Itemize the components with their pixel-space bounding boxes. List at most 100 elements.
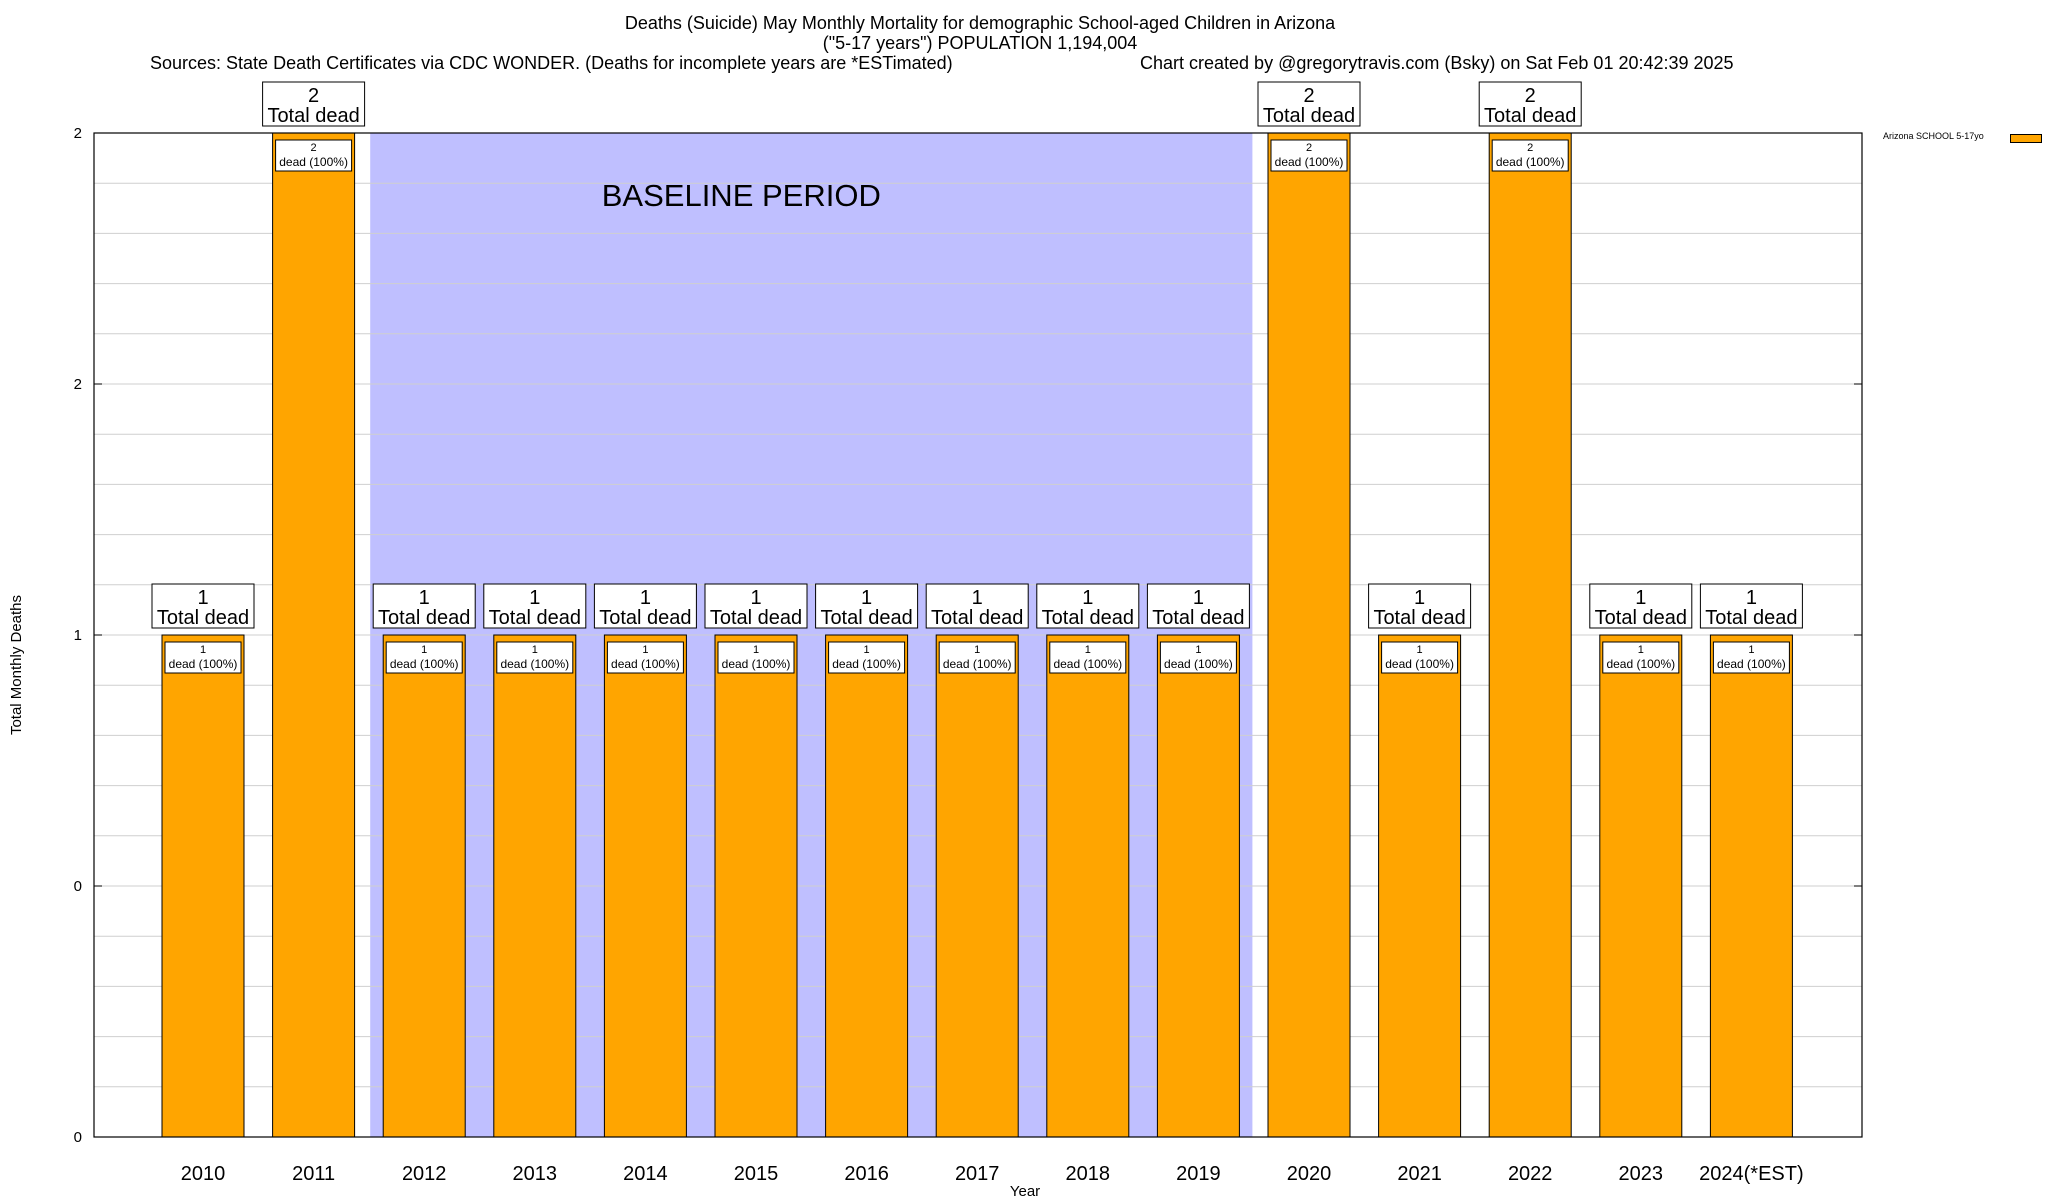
segment-label-count: 1 — [532, 644, 538, 656]
segment-label-count: 1 — [1417, 644, 1423, 656]
total-label-text: Total dead — [1595, 607, 1687, 629]
total-label-count: 1 — [1082, 587, 1093, 609]
segment-label-box — [1049, 641, 1127, 674]
bar — [1046, 634, 1130, 1138]
total-label-box — [1478, 81, 1582, 127]
segment-label-box — [1270, 139, 1348, 172]
total-label-box — [1589, 583, 1693, 629]
total-label-text: Total dead — [378, 607, 470, 629]
legend-entry-label: Arizona SCHOOL 5-17yo — [1883, 131, 1984, 141]
segment-label-text: dead (100%) — [1717, 657, 1786, 671]
segment-label-box — [1491, 139, 1569, 172]
segment-label-text: dead (100%) — [279, 155, 348, 169]
segment-label-count: 1 — [1748, 644, 1754, 656]
total-label-text: Total dead — [489, 607, 581, 629]
segment-label-count: 1 — [421, 644, 427, 656]
total-label-box — [704, 583, 808, 629]
x-axis-label: Year — [1009, 1183, 1041, 1200]
segment-label-count: 1 — [1085, 644, 1091, 656]
bar — [1267, 132, 1351, 1138]
chart-title-line1: Deaths (Suicide) May Monthly Mortality f… — [624, 13, 1336, 33]
total-label-box — [593, 583, 697, 629]
bar — [272, 132, 356, 1138]
chart-title-line2: ("5-17 years") POPULATION 1,194,004 — [822, 33, 1138, 53]
total-label-text: Total dead — [1705, 607, 1797, 629]
total-label-count: 1 — [640, 587, 651, 609]
segment-label-count: 2 — [311, 142, 317, 154]
y-tick-label: 0 — [74, 1129, 82, 1146]
total-label-text: Total dead — [1263, 105, 1355, 127]
total-label-count: 1 — [529, 587, 540, 609]
total-label-box — [815, 583, 919, 629]
total-label-box — [1368, 583, 1472, 629]
total-label-count: 1 — [1193, 587, 1204, 609]
total-label-box — [372, 583, 476, 629]
segment-label-text: dead (100%) — [1385, 657, 1454, 671]
total-label-count: 1 — [197, 587, 208, 609]
x-tick-label: 2024(*EST) — [1699, 1163, 1804, 1185]
segment-label-box — [164, 641, 242, 674]
total-label-count: 1 — [750, 587, 761, 609]
x-tick-label: 2018 — [1066, 1163, 1111, 1185]
segment-label-text: dead (100%) — [169, 657, 238, 671]
total-label-text: Total dead — [1042, 607, 1134, 629]
total-label-text: Total dead — [931, 607, 1023, 629]
total-label-count: 1 — [1746, 587, 1757, 609]
bar — [825, 634, 909, 1138]
segment-label-text: dead (100%) — [722, 657, 791, 671]
bar — [1156, 634, 1240, 1138]
y-tick-label: 2 — [74, 376, 82, 393]
total-label-box — [1699, 583, 1803, 629]
segment-label-text: dead (100%) — [1606, 657, 1675, 671]
x-tick-label: 2019 — [1176, 1163, 1221, 1185]
segment-label-text: dead (100%) — [1275, 155, 1344, 169]
total-label-count: 1 — [1414, 587, 1425, 609]
total-label-count: 1 — [419, 587, 430, 609]
segment-label-count: 2 — [1527, 142, 1533, 154]
segment-label-text: dead (100%) — [500, 657, 569, 671]
total-label-box — [1036, 583, 1140, 629]
segment-label-box — [275, 139, 353, 172]
x-tick-label: 2023 — [1619, 1163, 1664, 1185]
bar — [935, 634, 1019, 1138]
plot-frame — [93, 132, 1863, 1138]
segment-label-count: 1 — [1638, 644, 1644, 656]
legend-swatch — [2010, 134, 2042, 143]
total-label-box — [262, 81, 366, 127]
chart-credit: Chart created by @gregorytravis.com (Bsk… — [1140, 53, 1734, 73]
total-label-text: Total dead — [599, 607, 691, 629]
total-label-count: 2 — [308, 85, 319, 107]
x-tick-label: 2013 — [513, 1163, 558, 1185]
x-tick-label: 2010 — [181, 1163, 226, 1185]
x-tick-label: 2011 — [292, 1163, 335, 1185]
segment-label-count: 1 — [642, 644, 648, 656]
y-tick-label: 0 — [74, 878, 82, 895]
total-label-count: 1 — [1635, 587, 1646, 609]
x-tick-label: 2017 — [955, 1163, 1000, 1185]
x-tick-label: 2021 — [1397, 1163, 1442, 1185]
total-label-count: 2 — [1303, 85, 1314, 107]
x-tick-label: 2016 — [844, 1163, 889, 1185]
segment-label-box — [1602, 641, 1680, 674]
total-label-text: Total dead — [710, 607, 802, 629]
x-tick-label: 2022 — [1508, 1163, 1553, 1185]
bar — [1488, 132, 1572, 1138]
baseline-period-label: BASELINE PERIOD — [602, 178, 881, 213]
total-label-box — [1257, 81, 1361, 127]
total-label-box — [1146, 583, 1250, 629]
bar — [493, 634, 577, 1138]
segment-label-text: dead (100%) — [832, 657, 901, 671]
segment-label-count: 1 — [200, 644, 206, 656]
total-label-box — [151, 583, 255, 629]
segment-label-text: dead (100%) — [1053, 657, 1122, 671]
total-label-text: Total dead — [1152, 607, 1244, 629]
total-label-text: Total dead — [157, 607, 249, 629]
total-label-count: 2 — [1525, 85, 1536, 107]
bar — [603, 634, 687, 1138]
segment-label-count: 1 — [753, 644, 759, 656]
total-label-text: Total dead — [1484, 105, 1576, 127]
segment-label-count: 1 — [974, 644, 980, 656]
bar — [1709, 634, 1793, 1138]
x-tick-label: 2012 — [402, 1163, 447, 1185]
